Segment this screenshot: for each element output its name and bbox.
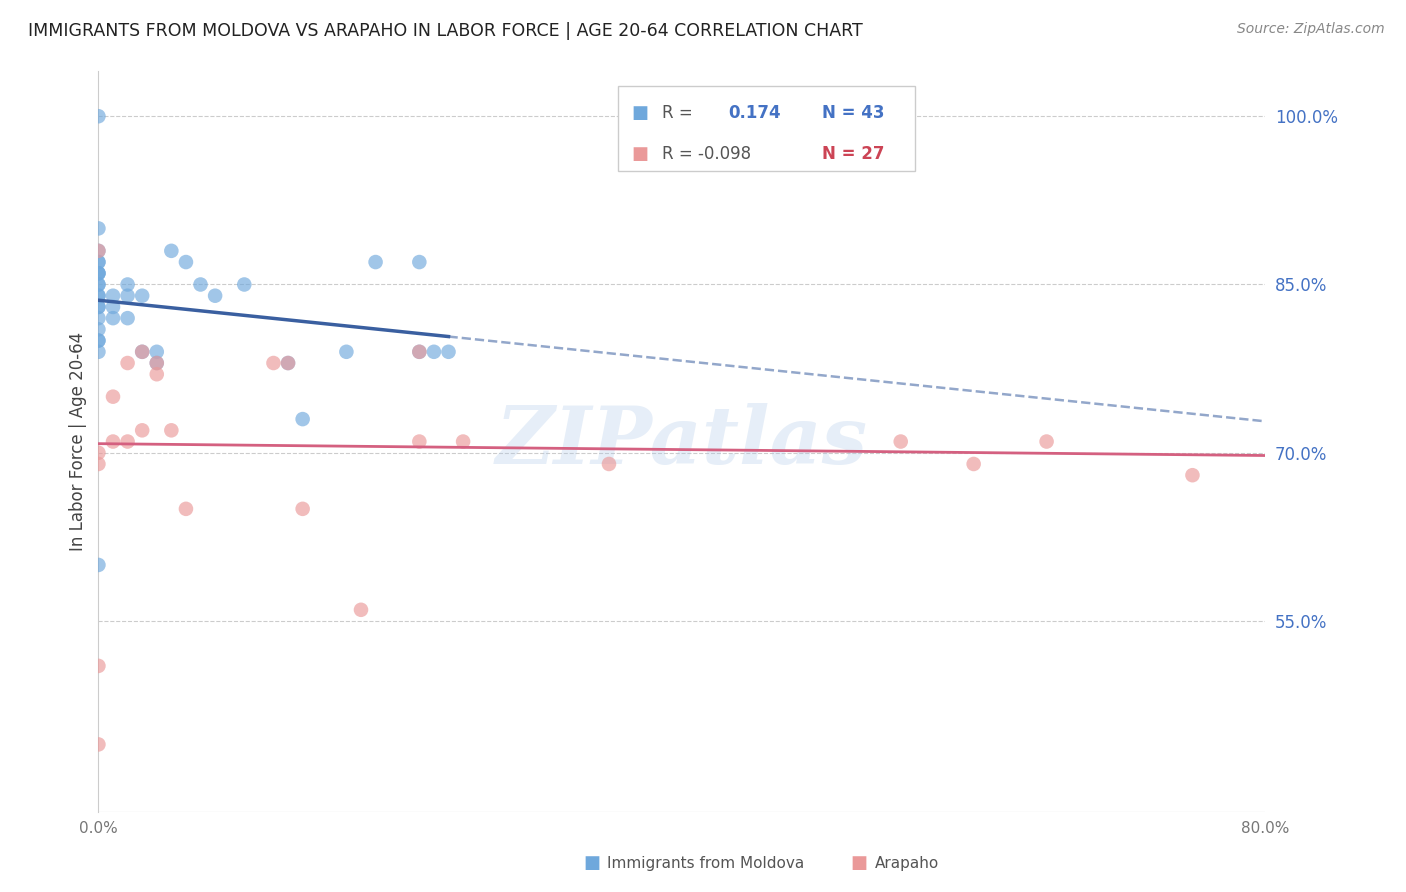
- Point: [117, 434, 139, 449]
- Text: 0.174: 0.174: [728, 104, 782, 122]
- Point: [160, 423, 183, 437]
- Point: [160, 244, 183, 258]
- Point: [87, 277, 110, 292]
- Point: [437, 344, 460, 359]
- Text: ■: ■: [631, 145, 648, 163]
- Point: [233, 277, 256, 292]
- Text: R =: R =: [662, 104, 693, 122]
- Point: [146, 344, 169, 359]
- Point: [190, 277, 212, 292]
- Point: [87, 334, 110, 348]
- Point: [101, 289, 124, 303]
- Text: ■: ■: [851, 855, 868, 872]
- Point: [364, 255, 387, 269]
- Point: [1035, 434, 1057, 449]
- Point: [131, 344, 153, 359]
- Point: [174, 501, 197, 516]
- Point: [174, 255, 197, 269]
- Point: [87, 446, 110, 460]
- FancyBboxPatch shape: [617, 87, 915, 171]
- Point: [117, 311, 139, 326]
- Text: Immigrants from Moldova: Immigrants from Moldova: [607, 856, 804, 871]
- Point: [204, 289, 226, 303]
- Point: [408, 344, 430, 359]
- Text: N = 27: N = 27: [823, 145, 884, 163]
- Point: [146, 356, 169, 370]
- Point: [291, 412, 314, 426]
- Point: [598, 457, 620, 471]
- Point: [131, 289, 153, 303]
- Point: [87, 344, 110, 359]
- Text: ZIPatlas: ZIPatlas: [496, 403, 868, 480]
- Point: [87, 311, 110, 326]
- Point: [423, 344, 446, 359]
- Text: ■: ■: [631, 104, 648, 122]
- Point: [146, 368, 169, 382]
- Point: [277, 356, 299, 370]
- Point: [87, 221, 110, 235]
- Point: [277, 356, 299, 370]
- Point: [87, 244, 110, 258]
- Point: [890, 434, 912, 449]
- Text: N = 43: N = 43: [823, 104, 884, 122]
- Point: [131, 423, 153, 437]
- Point: [408, 255, 430, 269]
- Point: [117, 277, 139, 292]
- Y-axis label: In Labor Force | Age 20-64: In Labor Force | Age 20-64: [69, 332, 87, 551]
- Point: [87, 277, 110, 292]
- Point: [87, 659, 110, 673]
- Point: [87, 266, 110, 280]
- Point: [335, 344, 357, 359]
- Text: R = -0.098: R = -0.098: [662, 145, 751, 163]
- Point: [87, 457, 110, 471]
- Point: [101, 434, 124, 449]
- Text: IMMIGRANTS FROM MOLDOVA VS ARAPAHO IN LABOR FORCE | AGE 20-64 CORRELATION CHART: IMMIGRANTS FROM MOLDOVA VS ARAPAHO IN LA…: [28, 22, 863, 40]
- Point: [87, 255, 110, 269]
- Point: [87, 738, 110, 752]
- Point: [87, 558, 110, 572]
- Text: Arapaho: Arapaho: [875, 856, 939, 871]
- Point: [87, 322, 110, 336]
- Point: [87, 300, 110, 314]
- Point: [87, 109, 110, 123]
- Point: [87, 334, 110, 348]
- Point: [87, 266, 110, 280]
- Point: [87, 289, 110, 303]
- Text: ■: ■: [583, 855, 600, 872]
- Point: [117, 289, 139, 303]
- Point: [87, 300, 110, 314]
- Point: [117, 356, 139, 370]
- Point: [87, 289, 110, 303]
- Point: [101, 300, 124, 314]
- Point: [87, 266, 110, 280]
- Point: [146, 356, 169, 370]
- Point: [962, 457, 984, 471]
- Point: [350, 603, 373, 617]
- Point: [1181, 468, 1204, 483]
- Point: [87, 244, 110, 258]
- Point: [131, 344, 153, 359]
- Point: [262, 356, 284, 370]
- Point: [87, 255, 110, 269]
- Point: [101, 311, 124, 326]
- Point: [408, 434, 430, 449]
- Point: [101, 390, 124, 404]
- Point: [408, 344, 430, 359]
- Point: [291, 501, 314, 516]
- Point: [451, 434, 474, 449]
- Text: Source: ZipAtlas.com: Source: ZipAtlas.com: [1237, 22, 1385, 37]
